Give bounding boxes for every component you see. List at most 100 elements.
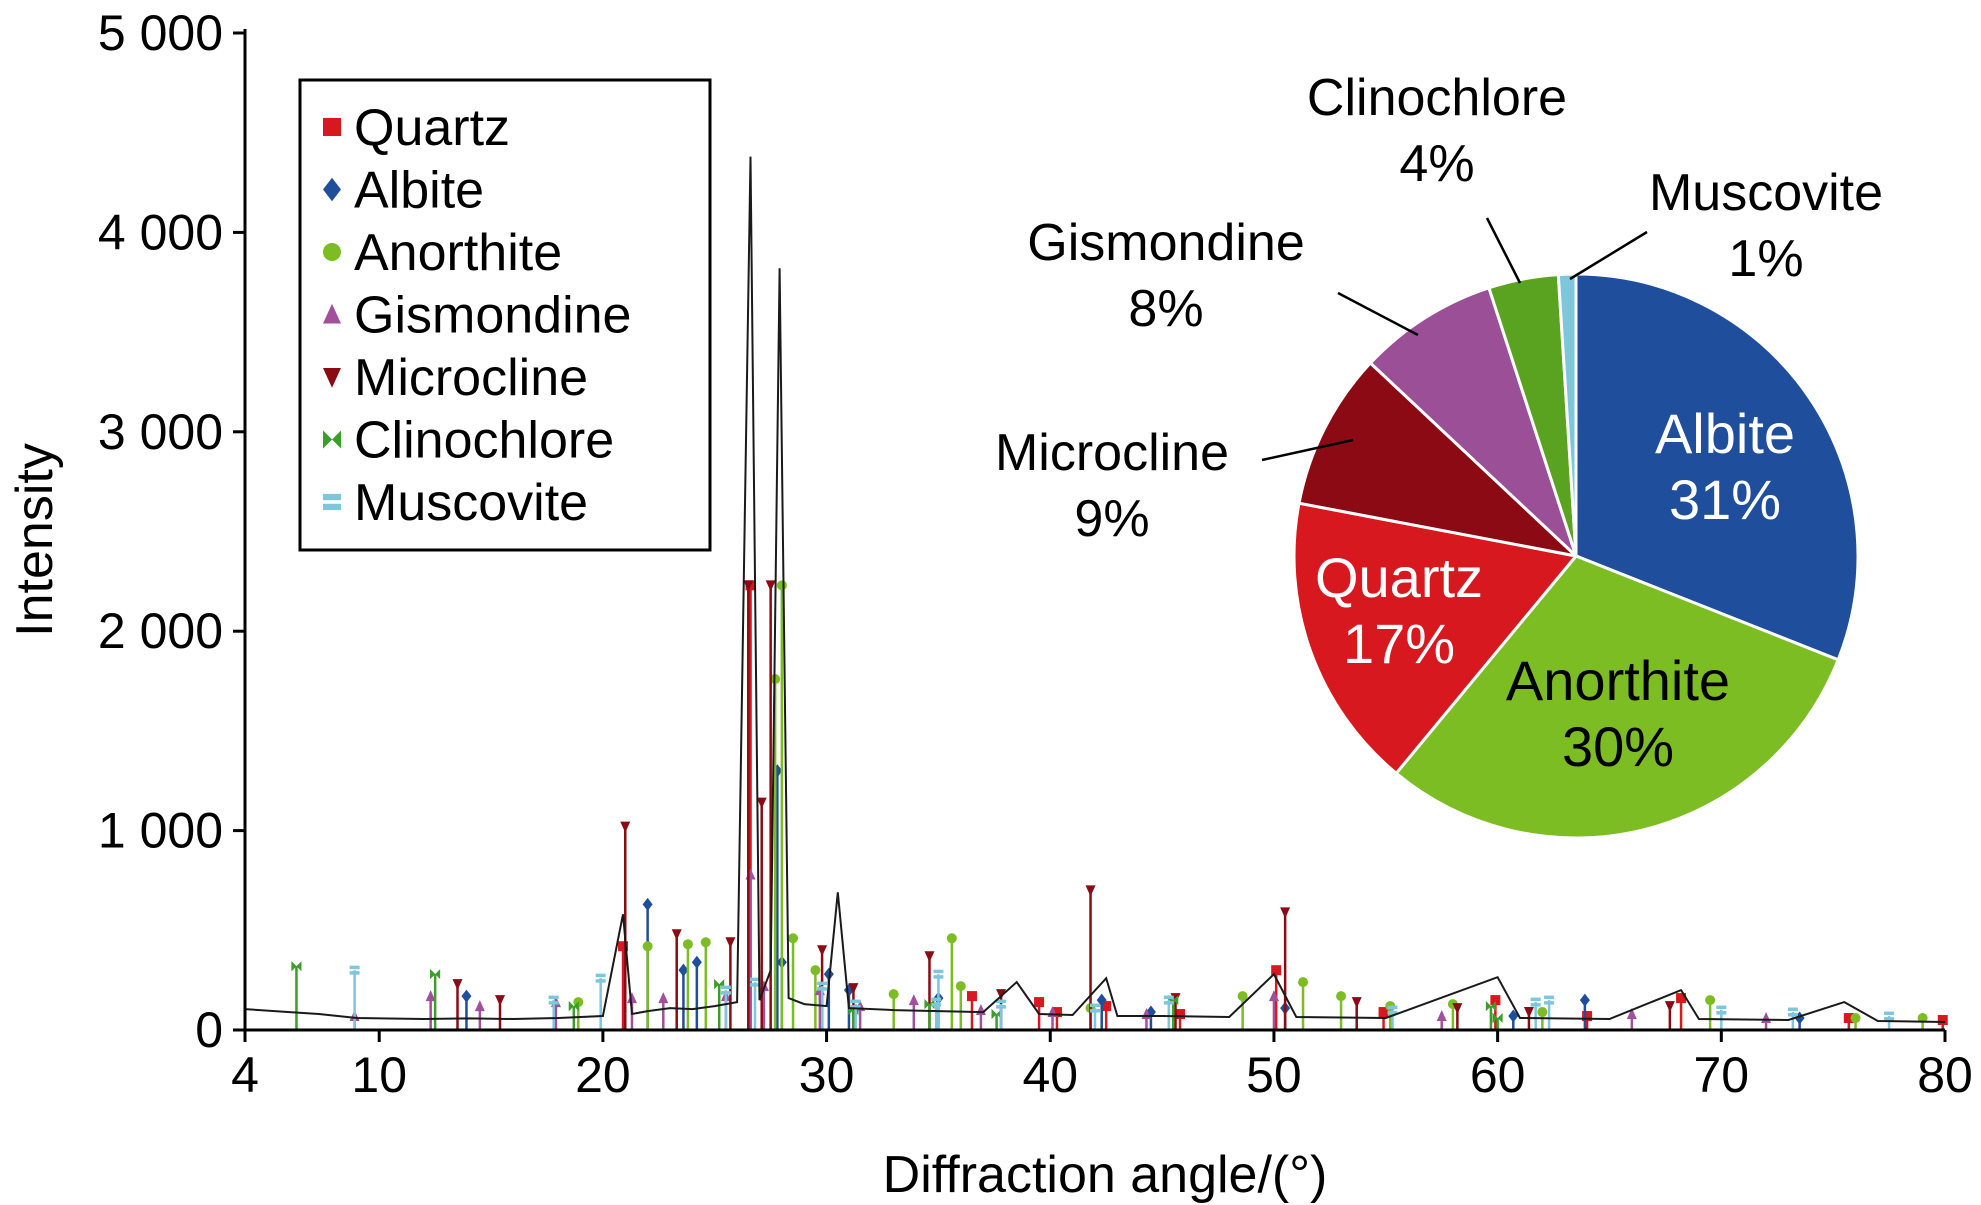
x-tick-label: 40 <box>1022 1047 1078 1103</box>
x-tick-label: 50 <box>1246 1047 1302 1103</box>
gismondine-peak-marker <box>975 1004 986 1016</box>
legend-label-microcline: Microcline <box>354 349 588 407</box>
pie-label-microcline: Microcline <box>995 424 1229 482</box>
anorthite-peak-marker <box>1298 977 1309 988</box>
pie-percent-anorthite: 30% <box>1562 715 1674 778</box>
pie-label-gismondine: Gismondine <box>1027 214 1304 272</box>
x-tick-label: 80 <box>1917 1047 1973 1103</box>
pie-label-quartz: Quartz <box>1315 546 1483 609</box>
muscovite-peak-marker <box>750 977 760 987</box>
y-axis-title: Intensity <box>6 443 64 637</box>
gismondine-legend-marker <box>323 303 341 324</box>
microcline-peak-marker <box>1280 907 1291 919</box>
y-tick-label: 3 000 <box>98 404 223 460</box>
microcline-peak-marker <box>1523 1007 1534 1019</box>
microcline-peak-marker <box>765 580 776 592</box>
microcline-peak-marker <box>452 979 463 991</box>
anorthite-peak-marker <box>776 580 787 591</box>
microcline-peak-marker <box>924 951 935 963</box>
muscovite-peak-marker <box>931 997 942 1007</box>
anorthite-peak-marker <box>888 989 899 1000</box>
muscovite-peak-marker <box>817 981 828 991</box>
muscovite-peak-marker <box>933 969 944 979</box>
xrd-plot: 4 10 20 30 40 50 60 70 80 0 1 000 2 000 3 000 4 000 5 … <box>6 5 1973 1204</box>
quartz-peak-marker <box>1034 997 1045 1008</box>
pie-label-muscovite: Muscovite <box>1649 164 1883 222</box>
microcline-peak-marker <box>725 937 736 949</box>
muscovite-peak-marker <box>720 985 731 995</box>
legend-label-clinochlore: Clinochlore <box>354 412 614 470</box>
quartz-peak-marker <box>1843 1013 1854 1024</box>
pie-label-clinochlore: Clinochlore <box>1307 69 1567 127</box>
gismondine-peak-marker <box>745 868 756 880</box>
x-tick-label: 4 <box>231 1047 259 1103</box>
pie-percent-muscovite: 1% <box>1728 230 1803 288</box>
albite-peak-marker <box>642 897 653 911</box>
quartz-peak-marker <box>966 991 977 1002</box>
diffraction-pattern-line <box>244 156 1946 1023</box>
anorthite-peak-marker <box>955 981 966 992</box>
muscovite-peak-marker <box>996 999 1007 1009</box>
y-tick-label: 4 000 <box>98 204 223 260</box>
clinochlore-peak-marker <box>991 1009 1002 1020</box>
gismondine-peak-marker <box>1436 1010 1447 1022</box>
microcline-peak-marker <box>495 995 505 1007</box>
albite-peak-marker <box>1508 1009 1519 1023</box>
clinochlore-peak-marker <box>1492 1013 1503 1024</box>
gismondine-peak-marker <box>658 992 669 1004</box>
quartz-peak-marker <box>1490 995 1501 1006</box>
pie-leader-line-microcline <box>1261 438 1354 462</box>
x-tick-label: 10 <box>351 1047 407 1103</box>
microcline-peak-marker <box>620 821 631 833</box>
quartz-peak-marker <box>1175 1009 1185 1020</box>
anorthite-peak-marker <box>1917 1013 1928 1024</box>
muscovite-peak-marker <box>548 995 559 1005</box>
legend-label-quartz: Quartz <box>354 99 510 157</box>
anorthite-peak-marker <box>700 937 711 948</box>
albite-peak-marker <box>1096 993 1107 1007</box>
y-tick-label: 2 000 <box>98 603 223 659</box>
microcline-peak-marker <box>1452 1003 1463 1015</box>
pie-slice-albite <box>1574 272 1860 662</box>
anorthite-legend-marker <box>323 243 341 261</box>
clinochlore-peak-marker <box>291 961 302 972</box>
clinochlore-peak-marker <box>1485 1001 1496 1012</box>
x-axis-title: Diffraction angle/(°) <box>883 1146 1328 1204</box>
microcline-peak-marker <box>743 580 754 592</box>
microcline-peak-marker <box>756 797 767 809</box>
gismondine-peak-marker <box>1761 1012 1772 1024</box>
muscovite-peak-marker <box>850 999 861 1009</box>
microcline-legend-marker <box>323 368 341 388</box>
clinochlore-peak-marker <box>430 969 441 980</box>
x-tick-label: 60 <box>1470 1047 1526 1103</box>
clinochlore-peak-marker <box>568 1001 579 1012</box>
x-tick-label: 20 <box>575 1047 631 1103</box>
pie-leader-line-gismondine <box>1337 291 1419 337</box>
pie-label-albite: Albite <box>1655 402 1795 465</box>
anorthite-peak-marker <box>682 939 693 950</box>
legend-label-albite: Albite <box>354 162 484 220</box>
microcline-peak-marker <box>1664 1001 1675 1013</box>
quartz-peak-marker <box>1271 965 1282 976</box>
gismondine-peak-marker <box>626 992 637 1004</box>
pie-slice-microcline <box>1297 360 1581 559</box>
muscovite-peak-marker <box>1716 1005 1727 1015</box>
microcline-peak-marker <box>1351 997 1362 1009</box>
clinochlore-legend-marker <box>323 430 341 449</box>
albite-legend-marker <box>323 177 341 202</box>
gismondine-peak-marker <box>908 994 919 1006</box>
y-tick-label: 1 000 <box>98 803 223 859</box>
gismondine-peak-marker <box>1268 990 1279 1002</box>
pie-slice-gismondine <box>1368 285 1578 558</box>
muscovite-peak-marker <box>349 965 360 975</box>
muscovite-peak-marker <box>1787 1007 1798 1017</box>
legend-label-anorthite: Anorthite <box>354 224 562 282</box>
muscovite-peak-marker <box>595 973 606 983</box>
muscovite-legend-marker <box>323 493 341 511</box>
quartz-peak-marker <box>1582 1011 1593 1022</box>
anorthite-peak-marker <box>1237 991 1248 1002</box>
quartz-legend-marker <box>323 118 341 136</box>
pie-percent-albite: 31% <box>1669 468 1781 531</box>
gismondine-peak-marker <box>425 990 436 1002</box>
